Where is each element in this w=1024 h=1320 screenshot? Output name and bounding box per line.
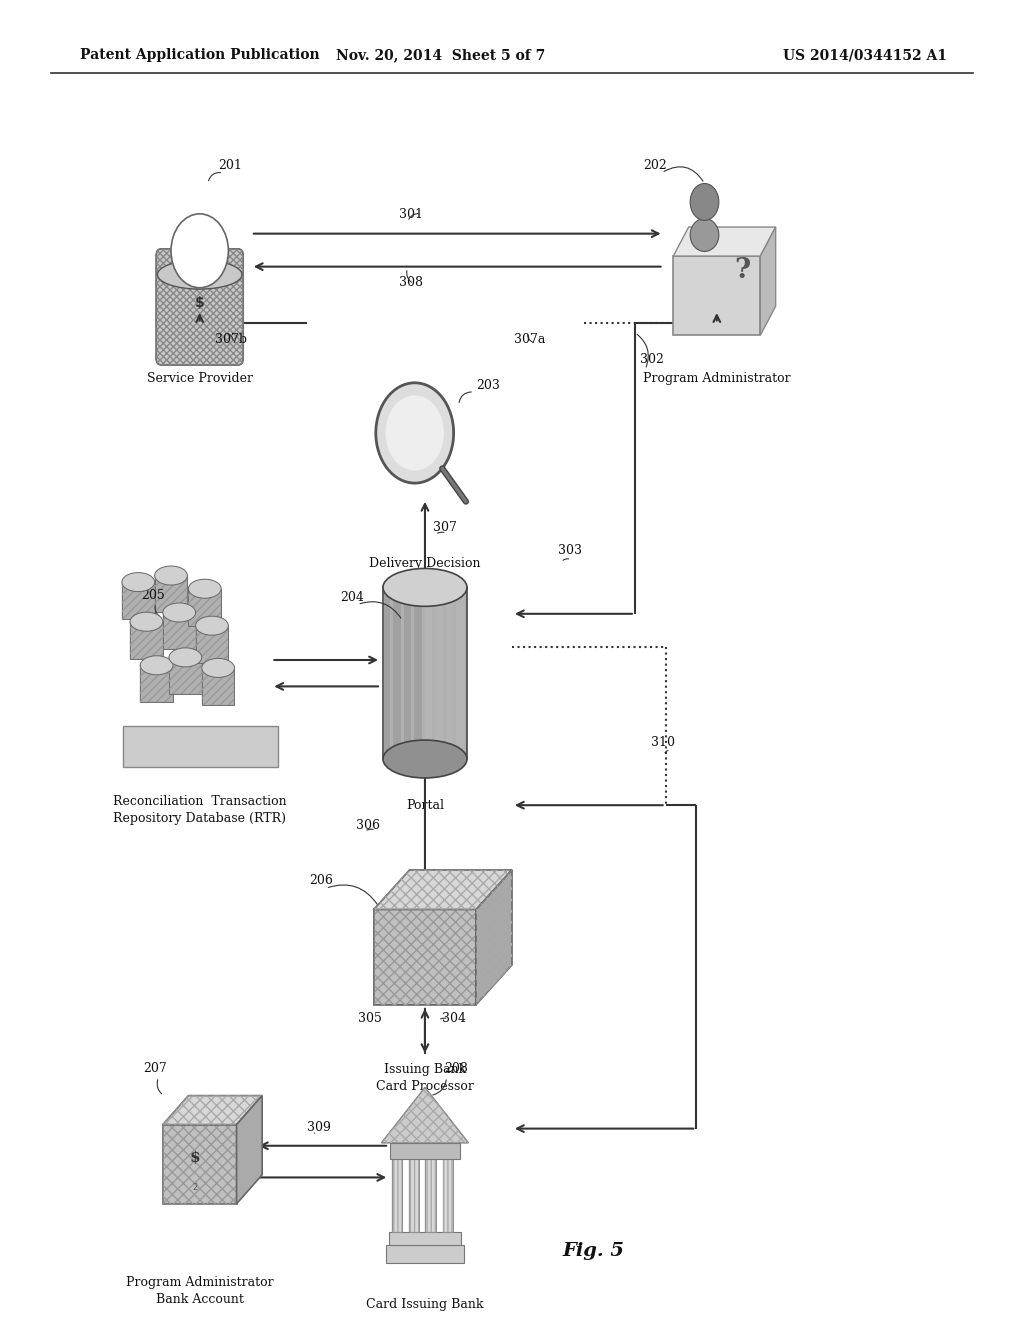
Text: $: $ — [189, 1151, 200, 1164]
Ellipse shape — [140, 656, 173, 675]
Text: 301: 301 — [399, 207, 423, 220]
Polygon shape — [381, 1088, 469, 1143]
FancyBboxPatch shape — [674, 256, 760, 335]
FancyBboxPatch shape — [140, 665, 173, 702]
Text: 208: 208 — [444, 1061, 468, 1074]
Text: Card Issuing Bank: Card Issuing Bank — [367, 1298, 483, 1311]
FancyBboxPatch shape — [385, 1245, 464, 1263]
FancyBboxPatch shape — [425, 587, 432, 759]
Polygon shape — [760, 227, 776, 335]
Text: 204: 204 — [340, 590, 364, 603]
Text: 201: 201 — [218, 158, 242, 172]
Text: 305: 305 — [358, 1011, 382, 1024]
FancyBboxPatch shape — [188, 589, 221, 626]
FancyBboxPatch shape — [442, 1159, 453, 1232]
FancyBboxPatch shape — [122, 582, 155, 619]
FancyBboxPatch shape — [389, 1143, 460, 1159]
Ellipse shape — [158, 260, 242, 289]
Text: 205: 205 — [141, 589, 165, 602]
Text: Patent Application Publication: Patent Application Publication — [80, 49, 319, 62]
FancyBboxPatch shape — [425, 1159, 435, 1232]
FancyBboxPatch shape — [409, 1159, 420, 1232]
Text: Reconciliation  Transaction
Repository Database (RTR): Reconciliation Transaction Repository Da… — [113, 795, 287, 825]
Text: 309: 309 — [307, 1121, 331, 1134]
Polygon shape — [237, 1096, 262, 1204]
Polygon shape — [163, 1125, 237, 1204]
Text: 2: 2 — [191, 1184, 198, 1192]
Text: 206: 206 — [309, 874, 333, 887]
FancyBboxPatch shape — [457, 587, 464, 759]
FancyBboxPatch shape — [403, 587, 412, 759]
Ellipse shape — [690, 218, 719, 251]
FancyBboxPatch shape — [391, 1159, 401, 1232]
Polygon shape — [476, 870, 512, 1005]
Polygon shape — [163, 1096, 262, 1125]
Text: 307a: 307a — [514, 333, 546, 346]
FancyBboxPatch shape — [163, 612, 196, 649]
FancyBboxPatch shape — [202, 668, 234, 705]
Text: Portal: Portal — [406, 799, 444, 812]
Ellipse shape — [196, 616, 228, 635]
FancyBboxPatch shape — [435, 587, 442, 759]
Ellipse shape — [188, 579, 221, 598]
Text: Issuing Bank
Card Processor: Issuing Bank Card Processor — [376, 1063, 474, 1093]
FancyBboxPatch shape — [415, 587, 422, 759]
Polygon shape — [374, 870, 512, 909]
Ellipse shape — [155, 566, 187, 585]
FancyBboxPatch shape — [388, 1232, 461, 1245]
Text: ?: ? — [734, 257, 751, 284]
Text: 307b: 307b — [215, 333, 247, 346]
Circle shape — [171, 214, 228, 288]
Text: 307: 307 — [433, 520, 457, 533]
Text: 203: 203 — [476, 379, 500, 392]
Circle shape — [376, 383, 454, 483]
Text: 303: 303 — [558, 544, 582, 557]
Text: 202: 202 — [643, 158, 667, 172]
Circle shape — [385, 396, 444, 470]
Ellipse shape — [169, 648, 202, 667]
FancyBboxPatch shape — [130, 622, 163, 659]
Text: 308: 308 — [399, 276, 423, 289]
FancyBboxPatch shape — [393, 587, 400, 759]
FancyBboxPatch shape — [383, 587, 467, 759]
Text: Program Administrator: Program Administrator — [643, 372, 791, 385]
FancyBboxPatch shape — [123, 726, 278, 767]
Circle shape — [690, 183, 719, 220]
Text: 306: 306 — [356, 818, 380, 832]
Ellipse shape — [383, 741, 467, 777]
Text: US 2014/0344152 A1: US 2014/0344152 A1 — [783, 49, 947, 62]
Polygon shape — [374, 909, 476, 1005]
Text: Fig. 5: Fig. 5 — [563, 1242, 625, 1261]
FancyBboxPatch shape — [155, 576, 187, 612]
Text: $: $ — [195, 296, 205, 310]
Text: Program Administrator
Bank Account: Program Administrator Bank Account — [126, 1276, 273, 1307]
Ellipse shape — [383, 569, 467, 606]
Text: Delivery Decision: Delivery Decision — [370, 557, 480, 570]
Ellipse shape — [163, 603, 196, 622]
Text: 302: 302 — [640, 352, 664, 366]
FancyBboxPatch shape — [196, 626, 228, 663]
Ellipse shape — [130, 612, 163, 631]
Text: 310: 310 — [651, 735, 675, 748]
Polygon shape — [674, 227, 776, 256]
Text: Nov. 20, 2014  Sheet 5 of 7: Nov. 20, 2014 Sheet 5 of 7 — [336, 49, 545, 62]
Ellipse shape — [122, 573, 155, 591]
Text: Service Provider: Service Provider — [146, 372, 253, 385]
Text: 304: 304 — [442, 1011, 466, 1024]
FancyBboxPatch shape — [446, 587, 454, 759]
Text: 207: 207 — [143, 1061, 167, 1074]
Ellipse shape — [202, 659, 234, 677]
FancyBboxPatch shape — [156, 248, 244, 364]
FancyBboxPatch shape — [169, 657, 202, 694]
FancyBboxPatch shape — [383, 587, 390, 759]
